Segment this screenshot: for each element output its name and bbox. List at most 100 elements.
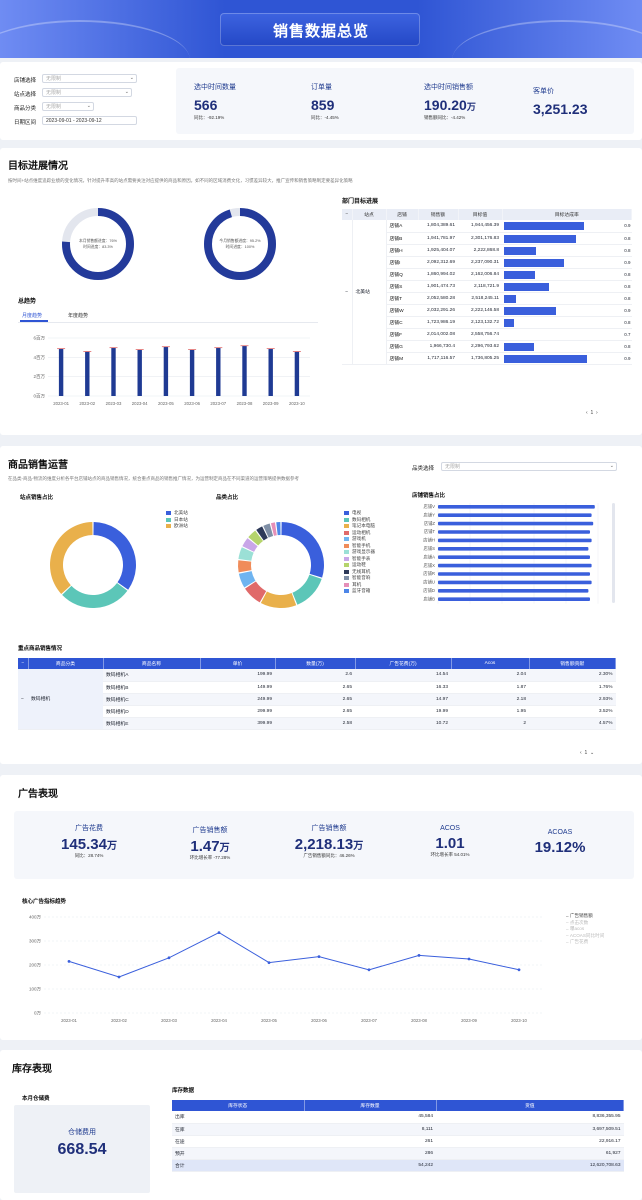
col-header[interactable]: 销售额 (418, 209, 459, 220)
legend-item[interactable]: 数码相机 (344, 517, 375, 524)
col-header[interactable]: 数量(万) (275, 658, 356, 669)
legend-item[interactable]: 游戏显示器 (344, 549, 375, 556)
col-header[interactable]: Acos (451, 658, 530, 669)
acos-cell: 2 (451, 717, 529, 730)
pie-slice (50, 522, 93, 594)
table-row[interactable]: 数码相机E 399.99 2.58 10.72 2 4.57% (18, 717, 616, 730)
table-row[interactable]: 数码相机B 149.99 2.65 16.33 1.87 1.76% (18, 681, 616, 694)
table-row[interactable]: 店铺B 1,941,781.97 2,301,176.83 0.8 (342, 232, 632, 245)
legend-item[interactable]: 智能手机 (344, 543, 375, 550)
status-cell: 在途 (172, 1135, 304, 1148)
date-range-picker[interactable]: 2023-09-01 - 2023-09-12 (42, 116, 137, 125)
y-tick-label: 2百万 (33, 374, 45, 380)
table-row[interactable]: 店铺F 2,014,002.08 2,558,756.74 0.7 (342, 328, 632, 341)
share-cell: 4.57% (529, 717, 616, 730)
table-row[interactable]: 数码相机C 249.99 2.65 14.97 2.18 2.93% (18, 693, 616, 706)
table-row[interactable]: 在途 261 22,916.17 (172, 1135, 624, 1148)
sales-cell: 1,723,986.19 (418, 316, 458, 329)
legend-item[interactable]: 日本站 (166, 517, 188, 524)
kpi-value: 566 (194, 97, 218, 113)
col-header[interactable]: 站点 (352, 209, 387, 220)
pie-slice (281, 522, 324, 578)
col-header[interactable]: 单价 (200, 658, 276, 669)
table-row[interactable]: 合计 54,242 12,620,708.63 (172, 1159, 624, 1172)
table-row[interactable]: 在库 8,111 3,697,509.51 (172, 1123, 624, 1136)
sales-cell: 2,092,312.69 (418, 256, 458, 269)
bar (438, 547, 589, 551)
legend-item[interactable]: 欧洲站 (166, 523, 188, 530)
table-row[interactable]: 店铺M 1,717,116.57 1,736,805.25 0.9 (342, 352, 632, 365)
qty-cell: 286 (304, 1147, 436, 1160)
ads-kpi: 广告销售额 1.47万 环比增长率 -77.28% (189, 827, 231, 860)
tab-yearly[interactable]: 年度趋势 (68, 313, 89, 319)
y-tick-label: 0万 (34, 1011, 42, 1017)
status-cell: 合计 (172, 1159, 304, 1172)
col-header[interactable]: 广告花费(万) (355, 658, 452, 669)
col-header[interactable]: 货值 (436, 1100, 624, 1111)
legend-item[interactable]: 智能音响 (344, 575, 375, 582)
table-row[interactable]: 店铺C 1,723,986.19 2,123,132.72 0.8 (342, 316, 632, 329)
table-row[interactable]: 店铺T 2,052,580.28 2,518,245.11 0.8 (342, 292, 632, 305)
col-header[interactable]: 商品名称 (103, 658, 201, 669)
rate-bar (504, 294, 516, 303)
legend-item[interactable]: 游戏机 (344, 536, 375, 543)
legend-item[interactable]: 运动相机 (344, 530, 375, 537)
page-title: 销售数据总览 (272, 23, 369, 40)
pagination[interactable]: ‹ 1 ⌄ (580, 750, 595, 756)
ads-trend-line-chart: 400万 300万 200万 100万 0万 2023-01 2023-02 2023-03 2… (29, 915, 544, 1023)
pagination[interactable]: ‹ 1 › (586, 410, 598, 416)
table-row[interactable]: 店铺I 2,092,312.69 2,237,090.31 0.9 (342, 256, 632, 269)
pie-slice (62, 582, 128, 608)
table-title: 重点商品销售情况 (18, 646, 63, 652)
sales-cell: 1,966,730.4 (418, 340, 458, 353)
legend-item[interactable]: – 点击次数 (566, 919, 589, 926)
legend-item[interactable]: 北美站 (166, 510, 188, 517)
legend-item[interactable]: 运动鞋 (344, 562, 375, 569)
table-row[interactable]: 店铺G 1,966,730.4 2,296,793.62 0.8 (342, 340, 632, 353)
table-row[interactable]: 数码相机D 299.99 2.65 19.99 1.95 3.52% (18, 705, 616, 718)
legend-item[interactable]: – 曝acos (566, 926, 585, 932)
kpi-value: 3,251.23 (533, 101, 588, 117)
legend-item[interactable]: 蓝牙音箱 (344, 588, 375, 595)
legend-item[interactable]: 智能手表 (344, 556, 375, 563)
legend-item[interactable]: 电视 (344, 510, 375, 517)
sales-cell: 1,717,116.57 (418, 352, 458, 365)
legend-item[interactable]: – 广告销售额 (566, 913, 593, 919)
store-cell: 店铺Q (386, 268, 418, 281)
category-select[interactable]: 无限制 ⌄ (42, 102, 94, 111)
table-row[interactable]: − 北美站 店铺A 1,804,389.61 1,944,456.39 0.9 (342, 220, 632, 365)
page-banner: 销售数据总览 (0, 0, 642, 58)
x-tick-label: 2023-05 (158, 401, 174, 406)
table-row[interactable]: 店铺S 1,901,474.73 2,118,721.9 0.8 (342, 280, 632, 293)
table-row[interactable]: 店铺Q 1,860,994.02 2,162,006.84 0.8 (342, 268, 632, 281)
col-header[interactable]: 目标值 (458, 209, 503, 220)
table-row[interactable]: − 数码相机 数码相机A 199.99 2.6 14.54 2.04 2.30% (18, 669, 616, 730)
legend-item[interactable]: – ACOAS同比时间 (566, 932, 605, 939)
bar (438, 555, 590, 559)
legend-item[interactable]: 耳机 (344, 582, 375, 589)
legend-item[interactable]: – 广告花费 (566, 939, 589, 945)
table-row[interactable]: 店铺W 2,032,291.26 2,222,146.58 0.9 (342, 304, 632, 317)
store-select[interactable]: 无限制 ⌄ (42, 74, 137, 83)
col-header[interactable]: 库存数量 (304, 1100, 437, 1111)
col-header[interactable]: 店铺 (386, 209, 419, 220)
rate-bar (504, 234, 576, 243)
legend-item[interactable]: 笔记本电脑 (344, 523, 375, 530)
tab-monthly[interactable]: 月度趋势 (22, 313, 43, 319)
pie-slice (276, 522, 281, 536)
kpi-value: 190.20 (424, 97, 467, 113)
col-header[interactable]: 库存状态 (172, 1100, 305, 1111)
kpi-sub: 销售额同比：-4.42% (424, 115, 466, 120)
rate-cell: 0.8 (502, 316, 632, 329)
site-select[interactable]: 无限制 ⌄ (42, 88, 132, 97)
col-header[interactable]: 商品分类 (28, 658, 104, 669)
table-row[interactable]: 预开 286 61,927 (172, 1147, 624, 1160)
category-select[interactable]: 无限制 ⌄ (441, 462, 617, 471)
acos-cell: 1.95 (451, 705, 529, 718)
col-header[interactable]: 目标达成率 (502, 209, 632, 220)
legend-item[interactable]: 无线耳机 (344, 569, 375, 576)
table-row[interactable]: 店铺H 1,925,404.07 2,222,868.8 0.8 (342, 244, 632, 257)
col-header[interactable]: 销售额贡献 (529, 658, 616, 669)
y-tick-label: 店铺Y (424, 511, 436, 518)
table-row[interactable]: 出库 45,584 8,836,355.95 (172, 1111, 624, 1124)
